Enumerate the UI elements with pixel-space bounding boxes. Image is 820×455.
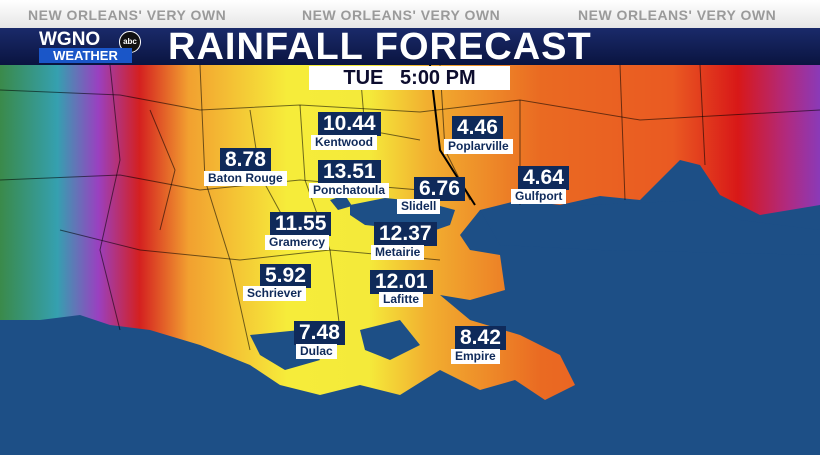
rainfall-value-lafitte: 12.01 xyxy=(370,270,433,294)
forecast-time-box: TUE 5:00 PM xyxy=(309,66,510,90)
city-name-slidell: Slidell xyxy=(397,199,441,214)
slogan-right: NEW ORLEANS' VERY OWN xyxy=(578,7,777,23)
rainfall-value-dulac: 7.48 xyxy=(294,321,345,345)
lake-maurepas xyxy=(330,195,352,210)
slogan-center: NEW ORLEANS' VERY OWN xyxy=(302,7,501,23)
forecast-time: TUE 5:00 PM xyxy=(343,67,476,89)
station-logo: WGNO abc WEATHER xyxy=(39,28,143,65)
logo-callsign: WGNO xyxy=(39,29,101,50)
slogan-left: NEW ORLEANS' VERY OWN xyxy=(28,7,227,23)
city-name-empire: Empire xyxy=(451,349,500,364)
rainfall-value-gramercy: 11.55 xyxy=(270,212,332,236)
mississippi-sound xyxy=(480,200,820,255)
city-name-baton-rouge: Baton Rouge xyxy=(204,171,287,186)
city-name-ponchatoula: Ponchatoula xyxy=(309,183,390,198)
rainfall-value-gulfport: 4.64 xyxy=(518,166,569,190)
city-name-poplarville: Poplarville xyxy=(444,139,513,154)
rainfall-value-metairie: 12.37 xyxy=(374,222,437,246)
city-name-lafitte: Lafitte xyxy=(379,292,423,307)
top-slogan-bar: NEW ORLEANS' VERY OWN NEW ORLEANS' VERY … xyxy=(0,0,820,28)
rainfall-value-empire: 8.42 xyxy=(455,326,506,350)
rainfall-value-poplarville: 4.46 xyxy=(452,116,503,140)
logo-weather: WEATHER xyxy=(39,48,132,63)
rainfall-value-schriever: 5.92 xyxy=(260,264,311,288)
page-title: RAINFALL FORECAST xyxy=(168,26,592,68)
rainfall-value-ponchatoula: 13.51 xyxy=(318,160,381,184)
rainfall-value-baton-rouge: 8.78 xyxy=(220,148,271,172)
city-name-gramercy: Gramercy xyxy=(265,235,330,250)
rainfall-value-slidell: 6.76 xyxy=(414,177,465,201)
city-name-kentwood: Kentwood xyxy=(311,135,377,150)
city-name-schriever: Schriever xyxy=(243,286,306,301)
city-name-metairie: Metairie xyxy=(371,245,425,260)
city-name-gulfport: Gulfport xyxy=(511,189,567,204)
rainfall-value-kentwood: 10.44 xyxy=(318,112,381,136)
city-name-dulac: Dulac xyxy=(296,344,337,359)
barataria-bay xyxy=(360,320,420,360)
